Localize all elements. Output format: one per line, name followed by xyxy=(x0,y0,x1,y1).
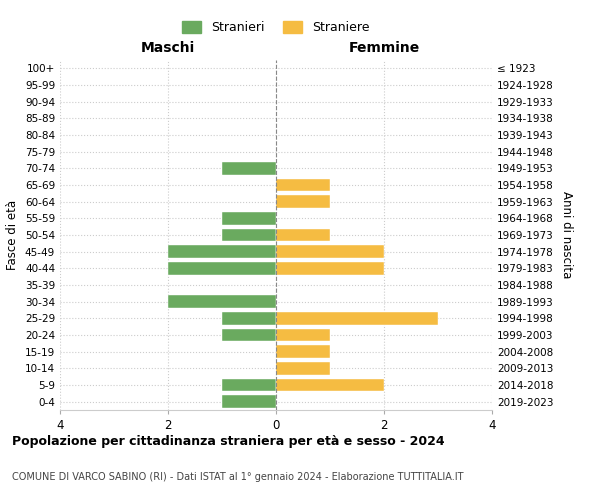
Bar xyxy=(276,179,330,191)
Bar xyxy=(222,162,276,174)
Y-axis label: Anni di nascita: Anni di nascita xyxy=(560,192,573,278)
Text: Femmine: Femmine xyxy=(349,41,419,55)
Bar xyxy=(222,396,276,408)
Bar xyxy=(276,379,384,391)
Text: Popolazione per cittadinanza straniera per età e sesso - 2024: Popolazione per cittadinanza straniera p… xyxy=(12,435,445,448)
Bar xyxy=(168,246,276,258)
Y-axis label: Fasce di età: Fasce di età xyxy=(7,200,19,270)
Bar xyxy=(276,262,384,274)
Bar xyxy=(276,346,330,358)
Legend: Stranieri, Straniere: Stranieri, Straniere xyxy=(178,16,374,40)
Bar xyxy=(222,212,276,224)
Bar xyxy=(222,379,276,391)
Bar xyxy=(168,296,276,308)
Bar xyxy=(276,246,384,258)
Text: COMUNE DI VARCO SABINO (RI) - Dati ISTAT al 1° gennaio 2024 - Elaborazione TUTTI: COMUNE DI VARCO SABINO (RI) - Dati ISTAT… xyxy=(12,472,464,482)
Bar xyxy=(222,229,276,241)
Bar xyxy=(276,229,330,241)
Bar xyxy=(222,312,276,324)
Bar xyxy=(276,329,330,341)
Bar xyxy=(168,262,276,274)
Bar xyxy=(276,312,438,324)
Bar xyxy=(276,196,330,208)
Bar xyxy=(222,329,276,341)
Bar xyxy=(276,362,330,374)
Text: Maschi: Maschi xyxy=(141,41,195,55)
